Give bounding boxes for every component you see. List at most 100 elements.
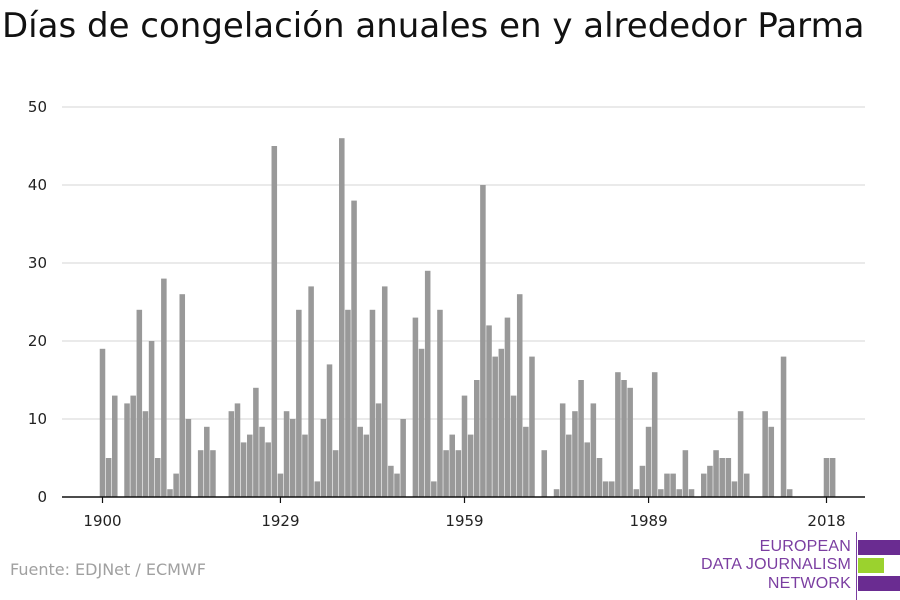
bar-1967 [510,395,517,497]
logo-bar-bottom [858,576,900,591]
bar-1992 [664,473,670,497]
bar-2002 [725,458,732,497]
bar-1916 [197,450,204,497]
bar-1977 [572,411,578,497]
bar-1976 [566,434,572,497]
bar-1999 [707,465,713,497]
bar-2018 [823,458,830,497]
bar-2012 [786,489,793,497]
bar-1981 [596,458,603,497]
bar-1912 [173,473,179,497]
bar-1926 [259,426,265,497]
bar-1989 [645,426,652,497]
bar-2009 [768,426,775,497]
bar-2003 [731,481,738,497]
logo-line-network: NETWORK [767,575,851,592]
bar-1942 [357,426,363,497]
bar-1928 [271,146,278,497]
bar-1954 [431,481,437,497]
y-tick-labels: 0 10 20 30 40 50 [28,98,47,506]
bar-1974 [553,489,560,497]
bar-1914 [185,419,192,497]
bar-1927 [265,442,271,497]
bar-1979 [584,442,590,497]
bar-1922 [234,403,241,497]
bar-1965 [498,348,505,497]
bar-1902 [112,395,118,497]
bar-1936 [320,419,327,497]
bar-1906 [136,309,143,497]
bar-1952 [418,348,425,497]
bar-1924 [246,434,253,497]
bar-1908 [148,341,155,497]
x-tick-label: 1989 [629,512,667,530]
bar-1940 [345,309,351,497]
y-tick-label: 40 [28,176,47,194]
x-tick-label: 1929 [261,512,299,530]
bar-1961 [474,380,480,497]
x-tick-label: 1959 [445,512,483,530]
logo-bar-middle [858,558,884,573]
bar-1988 [639,465,646,497]
bar-1946 [381,286,388,497]
bar-1934 [308,286,314,497]
bar-1966 [504,317,511,497]
bar-1900 [99,348,106,497]
bar-1905 [130,395,136,497]
bar-2008 [762,411,768,497]
bar-1962 [480,185,486,497]
bar-1933 [302,434,308,497]
bar-1990 [651,372,658,497]
bar-1909 [154,458,161,497]
grid-lines [62,106,865,420]
y-tick-label: 30 [28,254,47,272]
y-tick-label: 0 [37,488,47,506]
bar-1949 [400,419,406,497]
bar-1964 [492,356,498,497]
bar-1995 [682,450,689,497]
bar-1951 [412,317,419,497]
bar-2019 [829,458,836,497]
bar-1904 [124,403,130,497]
bar-1932 [296,309,302,497]
bar-1925 [253,387,259,497]
bar-1923 [240,442,247,497]
bar-1901 [105,458,112,497]
bar-1910 [161,278,167,497]
bar-1935 [314,481,321,497]
bar-1987 [633,489,640,497]
bar-1958 [455,450,462,497]
bar-2005 [743,473,750,497]
bar-1945 [375,403,382,497]
bar-1948 [394,473,400,497]
bar-1929 [277,473,284,497]
bar-1960 [467,434,474,497]
x-tick-label: 2018 [807,512,845,530]
bar-1968 [516,294,523,497]
bar-1930 [283,411,290,497]
bar-1996 [688,489,695,497]
bar-1969 [523,426,529,497]
bar-1963 [486,325,492,497]
bar-1970 [529,356,535,497]
y-tick-label: 20 [28,332,47,350]
logo-line-european: EUROPEAN [759,538,851,555]
bar-1957 [449,434,455,497]
bar-1937 [326,364,333,497]
source-note: Fuente: EDJNet / ECMWF [10,560,206,579]
bar-1918 [210,450,216,497]
bar-1983 [608,481,615,497]
bar-1953 [424,270,431,497]
logo-divider [856,532,857,600]
bar-1907 [142,411,149,497]
bar-1943 [363,434,370,497]
bar-1956 [443,450,449,497]
bar-2001 [719,458,725,497]
x-tick-labels: 1900 1929 1959 1989 2018 [83,497,846,530]
bar-1938 [332,450,339,497]
bar-1959 [461,395,468,497]
chart-title: Días de congelación anuales en y alreded… [2,6,865,46]
logo-bar-top [858,540,900,555]
bar-1911 [167,489,173,497]
bar-1975 [559,403,566,497]
